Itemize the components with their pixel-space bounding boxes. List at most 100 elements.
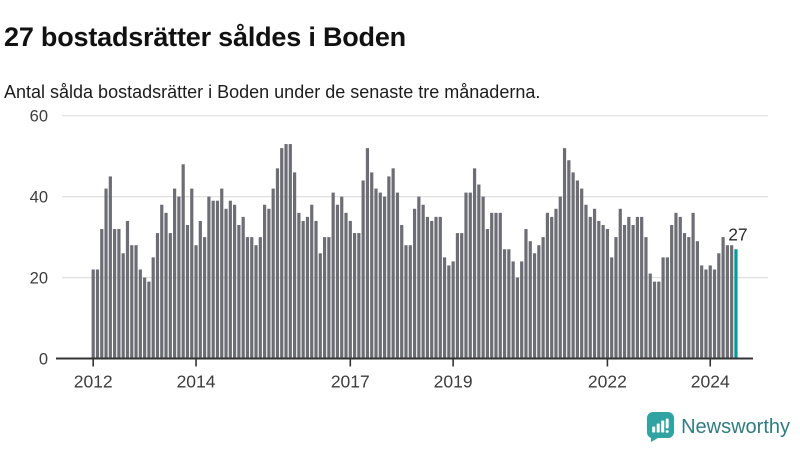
bar [198,220,202,359]
bar [395,192,400,359]
y-tick-label-40: 40 [30,189,48,207]
bar [113,229,117,359]
bar [468,192,472,359]
bar [207,196,211,359]
bar [648,273,652,359]
bar [155,233,160,359]
bar [267,208,271,359]
bar [301,220,305,359]
bar [584,204,588,359]
bar [322,237,327,359]
logo-bar-3 [661,420,665,433]
bar [143,277,147,359]
bar [695,241,699,359]
bar [447,265,451,359]
bar [421,204,425,359]
bar [725,245,729,359]
bar [237,224,241,359]
bar [335,204,340,359]
bar [391,168,395,359]
bar [160,204,164,359]
logo-bar-1 [652,426,656,433]
bar [241,216,245,359]
bar [434,216,438,359]
bar [228,200,232,359]
bar [177,196,181,359]
bar [657,281,661,359]
bar [460,233,464,359]
bar [412,208,417,359]
bar [515,277,520,359]
bar [704,269,708,359]
bar [382,196,387,359]
bar [700,265,704,359]
bar [605,229,609,359]
bar [164,212,168,359]
bar [318,253,322,359]
bar [211,200,215,359]
bar [494,212,498,359]
bar [147,281,151,359]
logo-exclamation-bar [665,418,669,429]
x-tick-label-2012: 2012 [74,372,113,392]
bar [108,176,112,359]
bar [400,224,404,359]
bar [275,168,280,359]
bar [233,204,237,359]
bar [438,216,442,359]
bar [674,212,678,359]
x-tick-label-2024: 2024 [691,372,730,392]
bar [365,148,370,359]
bar [652,281,657,359]
bar [541,237,545,359]
bar [464,192,468,359]
bar [575,180,580,359]
x-tick-label-2022: 2022 [588,372,627,392]
bar [631,224,635,359]
bar [558,196,562,359]
bar [597,220,601,359]
bar [387,176,391,359]
bar [442,257,447,359]
bar [455,233,460,359]
speech-bubble-bar-chart-icon [647,412,675,442]
bar [250,237,254,359]
bar [550,216,554,359]
bar [215,200,220,359]
bar [730,245,734,359]
bar [258,237,262,359]
bar [121,253,125,359]
bar [511,261,515,359]
bar [194,245,198,359]
bar [520,261,524,359]
bar [528,241,532,359]
bar [490,212,494,359]
page-title: 27 bostadsrätter såldes i Boden [4,22,406,53]
bar [635,216,639,359]
bar [717,253,721,359]
x-tick-label-2014: 2014 [177,372,216,392]
bar [370,172,374,359]
bar [708,265,712,359]
bar [331,192,335,359]
bar [271,188,275,359]
bar [297,212,301,359]
bar [374,188,378,359]
bar [661,257,665,359]
bar [293,172,297,359]
bar [117,229,121,359]
bar [502,249,507,359]
bar [644,237,648,359]
bar [691,212,695,359]
bar [712,269,717,359]
newsworthy-logo: Newsworthy [646,410,790,444]
bar [687,237,691,359]
bar [472,168,477,359]
bar [138,269,142,359]
bar [130,245,134,359]
bar [352,233,357,359]
bar [314,220,318,359]
y-tick-label-0: 0 [39,351,48,369]
bar [524,229,528,359]
bar [95,269,100,359]
